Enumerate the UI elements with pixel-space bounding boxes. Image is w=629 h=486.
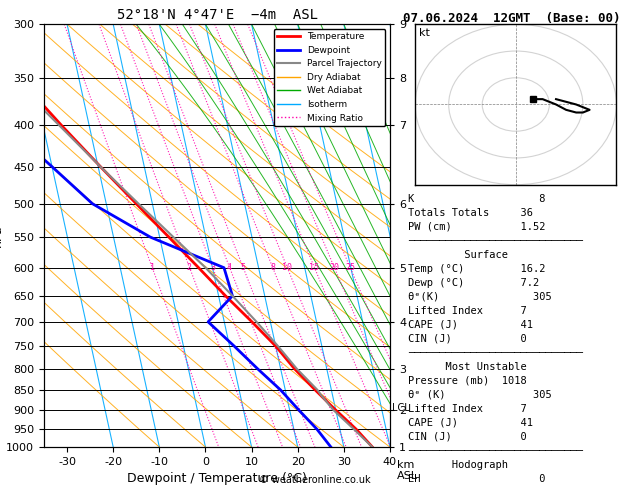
Text: LCL: LCL [392, 403, 410, 413]
Text: km
ASL: km ASL [397, 460, 418, 482]
X-axis label: Dewpoint / Temperature (°C): Dewpoint / Temperature (°C) [127, 472, 307, 486]
Text: 4: 4 [227, 262, 232, 272]
Text: 5: 5 [240, 262, 245, 272]
Text: K                    8
Totals Totals     36
PW (cm)           1.52
─────────────: K 8 Totals Totals 36 PW (cm) 1.52 ──────… [408, 194, 583, 486]
Text: 20: 20 [329, 262, 339, 272]
Text: 1: 1 [150, 262, 155, 272]
Title: 52°18'N 4°47'E  −4m  ASL: 52°18'N 4°47'E −4m ASL [116, 8, 318, 22]
Text: 8: 8 [270, 262, 275, 272]
Y-axis label: hPa: hPa [0, 225, 4, 247]
Text: 25: 25 [345, 262, 355, 272]
Text: 2: 2 [187, 262, 192, 272]
Legend: Temperature, Dewpoint, Parcel Trajectory, Dry Adiabat, Wet Adiabat, Isotherm, Mi: Temperature, Dewpoint, Parcel Trajectory… [274, 29, 386, 126]
Text: 15: 15 [309, 262, 320, 272]
Text: 07.06.2024  12GMT  (Base: 00): 07.06.2024 12GMT (Base: 00) [403, 12, 620, 25]
Text: 3: 3 [210, 262, 215, 272]
Text: 10: 10 [282, 262, 292, 272]
Text: © weatheronline.co.uk: © weatheronline.co.uk [259, 475, 370, 485]
Text: kt: kt [419, 28, 430, 37]
